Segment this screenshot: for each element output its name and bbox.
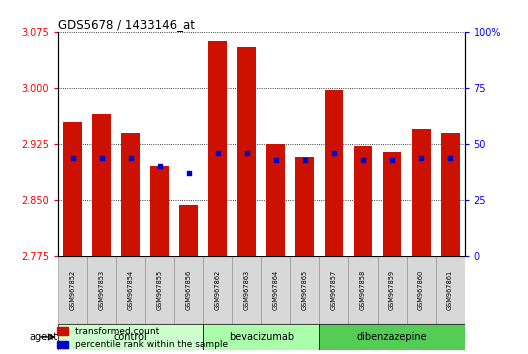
Text: GSM967854: GSM967854 — [128, 270, 134, 310]
Text: GSM967855: GSM967855 — [157, 270, 163, 310]
Text: agent: agent — [30, 332, 58, 342]
Bar — [87, 256, 116, 324]
Legend: transformed count, percentile rank within the sample: transformed count, percentile rank withi… — [58, 327, 229, 349]
Point — [300, 157, 309, 162]
Bar — [209, 41, 227, 256]
Bar — [145, 256, 174, 324]
Bar — [441, 133, 459, 256]
Bar — [92, 114, 111, 256]
Text: GSM967863: GSM967863 — [244, 270, 250, 310]
Bar — [378, 256, 407, 324]
Bar — [290, 256, 319, 324]
Bar — [174, 256, 203, 324]
Bar — [58, 324, 203, 350]
Point — [68, 155, 77, 160]
Point — [359, 157, 367, 162]
Text: control: control — [114, 332, 147, 342]
Point — [388, 157, 396, 162]
Bar — [296, 157, 314, 256]
Bar — [412, 129, 430, 256]
Bar — [180, 205, 198, 256]
Text: GSM967856: GSM967856 — [186, 270, 192, 310]
Bar — [116, 256, 145, 324]
Bar — [232, 256, 261, 324]
Point — [97, 155, 106, 160]
Text: GSM967860: GSM967860 — [418, 270, 424, 310]
Text: GSM967858: GSM967858 — [360, 270, 366, 310]
Bar — [407, 256, 436, 324]
Text: GSM967859: GSM967859 — [389, 270, 395, 310]
Text: bevacizumab: bevacizumab — [229, 332, 294, 342]
Point — [417, 155, 426, 160]
Bar — [150, 166, 169, 256]
Bar — [354, 145, 372, 256]
Point — [243, 150, 251, 156]
Text: GSM967865: GSM967865 — [302, 270, 308, 310]
Bar — [63, 122, 82, 256]
Text: GSM967857: GSM967857 — [331, 270, 337, 310]
Text: GDS5678 / 1433146_at: GDS5678 / 1433146_at — [58, 18, 195, 31]
Bar — [319, 324, 465, 350]
Text: GSM967853: GSM967853 — [99, 270, 105, 310]
Bar — [121, 133, 140, 256]
Point — [185, 170, 193, 176]
Bar — [203, 324, 319, 350]
Bar — [267, 144, 285, 256]
Text: GSM967864: GSM967864 — [273, 270, 279, 310]
Point — [127, 155, 135, 160]
Bar — [58, 256, 87, 324]
Bar — [238, 47, 256, 256]
Text: GSM967852: GSM967852 — [70, 270, 76, 310]
Bar — [319, 256, 348, 324]
Text: GSM967862: GSM967862 — [215, 270, 221, 310]
Bar — [383, 152, 401, 256]
Bar — [325, 90, 343, 256]
Point — [329, 150, 338, 156]
Point — [155, 164, 164, 169]
Bar — [261, 256, 290, 324]
Text: GSM967861: GSM967861 — [447, 270, 453, 310]
Point — [446, 155, 454, 160]
Point — [271, 157, 280, 162]
Text: dibenzazepine: dibenzazepine — [357, 332, 427, 342]
Bar — [436, 256, 465, 324]
Bar — [348, 256, 378, 324]
Bar — [203, 256, 232, 324]
Point — [213, 150, 222, 156]
